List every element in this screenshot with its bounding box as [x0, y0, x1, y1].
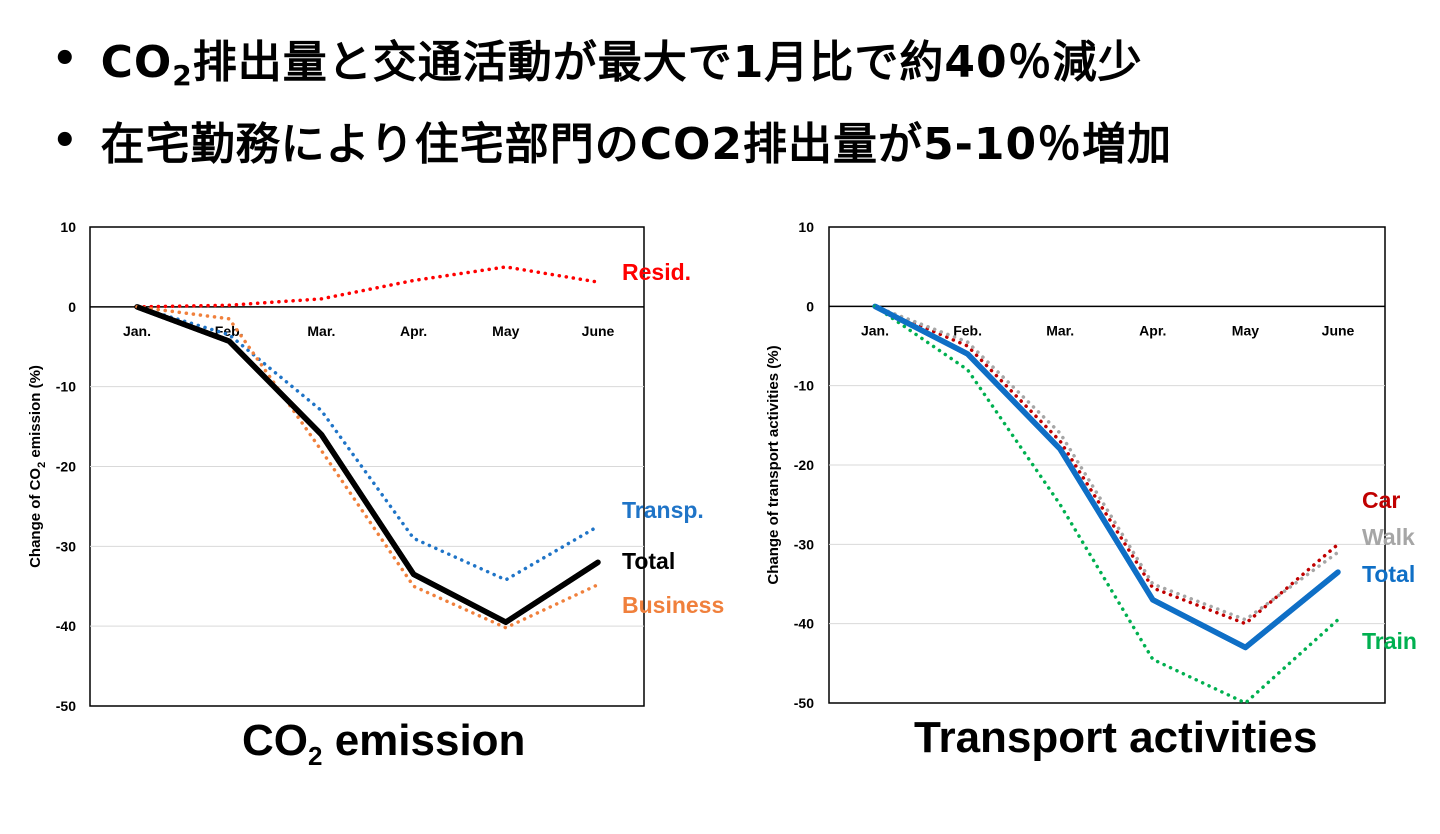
y-tick-label: -40 — [56, 618, 76, 634]
series-line-walk — [873, 304, 1340, 622]
x-tick-label-mar: Mar. — [1046, 322, 1074, 338]
x-tick-label-june: June — [1322, 322, 1355, 338]
series-line-train — [873, 304, 1340, 705]
series-line-business — [135, 305, 600, 630]
series-line-total — [134, 304, 601, 625]
series-label-total: Total — [1362, 561, 1415, 587]
y-axis-label: Change of transport activities (%) — [765, 345, 782, 584]
series-label-walk: Walk — [1362, 524, 1415, 550]
y-tick-label: -50 — [794, 695, 814, 711]
series-label-resid: Resid. — [622, 259, 691, 285]
series-line-transp — [135, 305, 600, 582]
x-tick-label-june: June — [582, 323, 615, 339]
bullet-1: • CO2排出量と交通活動が最大で1月比で約40％減少 — [52, 18, 1432, 100]
y-tick-label: -30 — [794, 536, 814, 552]
bullet-1-text: CO2排出量と交通活動が最大で1月比で約40％減少 — [100, 37, 1143, 92]
series-label-train: Train — [1362, 628, 1417, 654]
left-chart-title: CO2 emission — [242, 716, 526, 771]
series-line-total — [872, 303, 1341, 651]
y-tick-label: -40 — [794, 616, 814, 632]
bullet-2-text: 在宅勤務により住宅部門のCO2排出量が5-10％増加 — [100, 119, 1173, 170]
x-tick-label-feb: Feb. — [215, 323, 244, 339]
chart-2: 10 0 -10 -20 -30 -40 -50 Jan. Feb. Mar. Apr. May Jun… — [765, 219, 1417, 711]
x-tick-label-jan: Jan. — [861, 322, 889, 338]
x-tick-label-may: May — [492, 323, 519, 339]
y-tick-label: -10 — [794, 378, 814, 394]
y-tick-label: 10 — [60, 219, 76, 235]
x-tick-label-apr: Apr. — [400, 323, 427, 339]
bullet-dot-icon: • — [52, 118, 79, 164]
x-tick-label-mar: Mar. — [307, 323, 335, 339]
y-tick-label: -10 — [56, 379, 76, 395]
series-label-transp: Transp. — [622, 497, 704, 523]
series-label-total: Total — [622, 548, 675, 574]
bullet-dot-icon: • — [52, 36, 79, 82]
y-tick-label: -30 — [56, 538, 76, 554]
y-tick-label: 10 — [798, 219, 814, 235]
series-line-resid — [135, 265, 600, 309]
series-line-total-top — [136, 304, 600, 625]
y-tick-label: 0 — [806, 298, 814, 314]
x-tick-label-apr: Apr. — [1139, 322, 1166, 338]
y-tick-label: -50 — [56, 698, 76, 714]
series-line-total-top — [873, 303, 1340, 651]
x-tick-label-may: May — [1232, 322, 1259, 338]
chart-1: 10 0 -10 -20 -30 -40 -50 Jan. Feb. Mar. Apr. May Jun… — [27, 219, 724, 714]
bullet-2: • 在宅勤務により住宅部門のCO2排出量が5-10％増加 — [52, 100, 1432, 182]
series-line-car — [873, 304, 1340, 626]
y-tick-label: -20 — [56, 459, 76, 475]
x-tick-label-jan: Jan. — [123, 323, 151, 339]
series-label-business: Business — [622, 592, 724, 618]
bullet-list: • CO2排出量と交通活動が最大で1月比で約40％減少 • 在宅勤務により住宅部… — [52, 18, 1432, 182]
y-axis-label: Change of CO2 emission (%) — [27, 365, 48, 568]
y-tick-label: 0 — [68, 299, 76, 315]
x-tick-label-feb: Feb. — [953, 322, 982, 338]
series-label-car: Car — [1362, 487, 1400, 513]
y-tick-label: -20 — [794, 457, 814, 473]
right-chart-title: Transport activities — [914, 713, 1318, 762]
